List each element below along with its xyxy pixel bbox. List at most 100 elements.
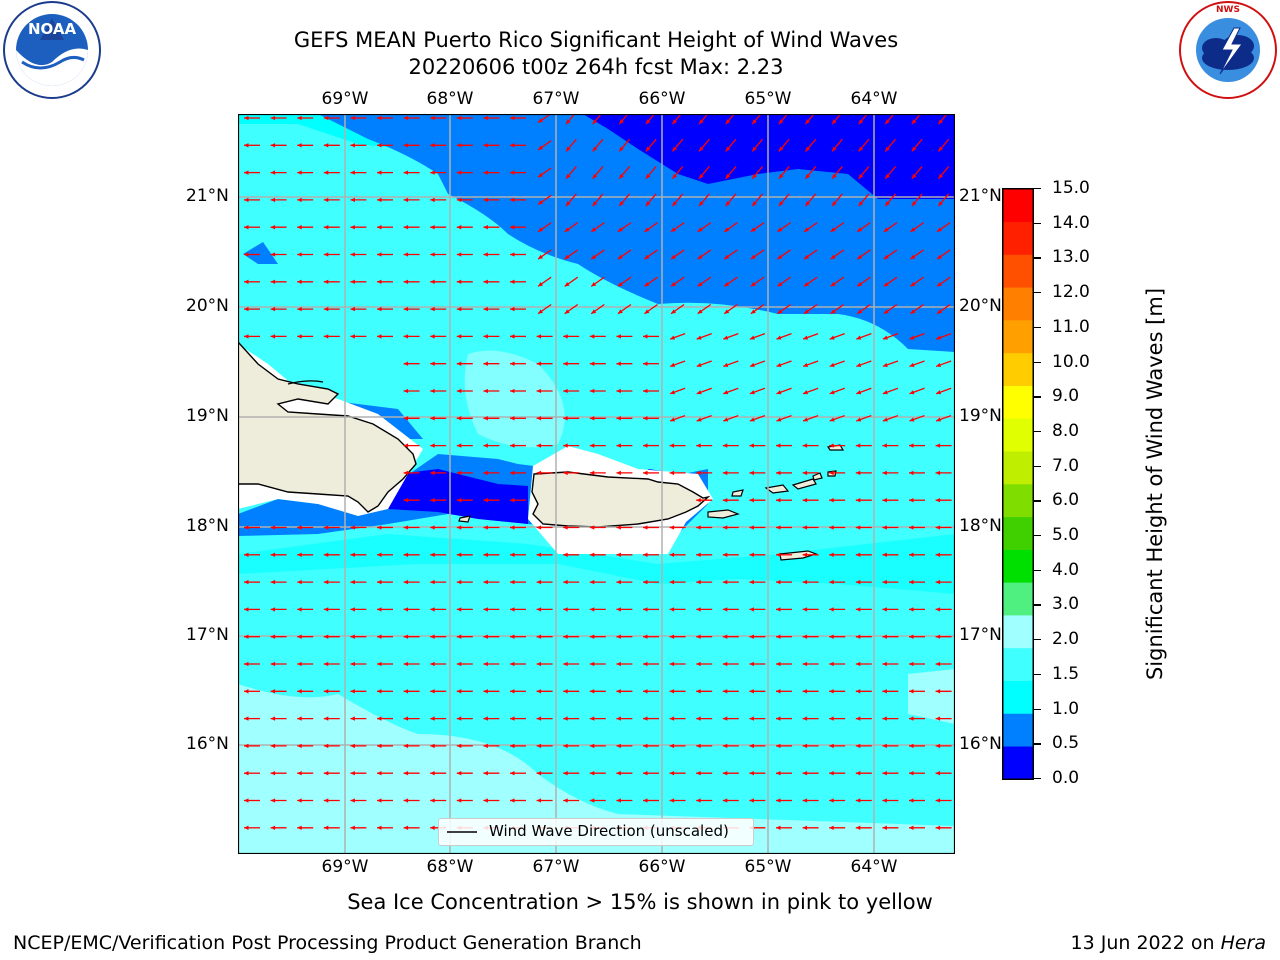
wind-wave-arrow xyxy=(696,360,712,368)
wind-wave-arrow xyxy=(749,689,766,694)
wind-wave-arrow xyxy=(855,443,872,448)
wind-wave-arrow xyxy=(910,249,924,260)
lon-label-top-69w: 69°W xyxy=(321,89,369,109)
wind-wave-arrow xyxy=(350,170,367,175)
wind-wave-arrow xyxy=(882,716,899,721)
wind-wave-arrow xyxy=(589,798,606,803)
wind-wave-arrow xyxy=(697,249,712,260)
wind-wave-arrow xyxy=(776,634,792,639)
hispaniola-land xyxy=(238,340,417,513)
wind-wave-arrow xyxy=(802,743,819,749)
wind-wave-arrow xyxy=(698,138,710,152)
wind-wave-arrow xyxy=(722,525,739,530)
wind-wave-arrow xyxy=(590,276,605,287)
wind-wave-arrow xyxy=(911,114,922,125)
colorbar-tick-mark xyxy=(1034,604,1041,606)
wind-wave-arrow xyxy=(855,743,872,749)
wind-wave-arrow xyxy=(563,443,580,448)
wind-wave-arrow xyxy=(510,143,526,148)
wind-wave-arrow xyxy=(856,222,871,233)
wind-wave-arrow xyxy=(911,138,923,152)
footer-branch: NCEP/EMC/Verification Post Processing Pr… xyxy=(13,932,642,954)
wind-wave-arrow xyxy=(669,661,686,667)
wind-wave-arrow xyxy=(829,607,846,612)
wind-wave-arrow xyxy=(909,607,925,612)
wind-wave-arrow xyxy=(777,222,791,233)
wind-wave-arrow xyxy=(270,197,287,203)
wind-wave-arrow xyxy=(510,361,526,366)
wind-wave-arrow xyxy=(456,115,473,121)
wind-wave-arrow xyxy=(297,689,314,694)
wind-wave-arrow xyxy=(430,689,447,694)
wind-wave-arrow xyxy=(244,225,260,230)
wind-wave-arrow xyxy=(936,249,951,260)
footer-date-text: 13 Jun 2022 on xyxy=(1070,932,1221,954)
wind-wave-arrow xyxy=(855,634,872,639)
wind-wave-arrow xyxy=(350,689,367,694)
footer-date: 13 Jun 2022 on Hera xyxy=(1071,932,1266,954)
colorbar-segment xyxy=(1003,647,1033,681)
wind-wave-arrow xyxy=(776,470,792,476)
wind-wave-arrow xyxy=(802,552,819,557)
wind-wave-arrow xyxy=(483,634,500,639)
wind-wave-arrow xyxy=(645,138,657,152)
wind-wave-arrow xyxy=(456,716,473,721)
wind-wave-arrow xyxy=(510,716,526,721)
wind-wave-arrow xyxy=(510,115,526,121)
wind-wave-arrow xyxy=(723,276,738,287)
wind-wave-arrow xyxy=(536,334,553,339)
wind-wave-arrow xyxy=(935,579,952,585)
wind-wave-arrow xyxy=(403,170,420,175)
wind-wave-arrow xyxy=(565,193,577,207)
wind-wave-arrow xyxy=(749,498,766,503)
colorbar-segment xyxy=(1003,713,1033,747)
colorbar-tick-mark xyxy=(1034,569,1041,572)
wind-wave-arrow xyxy=(831,114,842,125)
colorbar-segment xyxy=(1003,582,1033,616)
wind-wave-arrow xyxy=(778,193,790,207)
wind-wave-arrow xyxy=(698,193,710,207)
wind-wave-arrow xyxy=(749,634,766,639)
lat-label-left-17n: 17°N xyxy=(186,625,229,645)
wind-wave-arrow xyxy=(270,225,287,230)
wind-wave-arrow xyxy=(377,170,393,175)
wind-wave-arrow xyxy=(935,360,952,368)
wind-wave-arrow xyxy=(829,552,846,557)
wind-wave-arrow xyxy=(698,166,710,180)
wind-wave-arrow xyxy=(804,114,815,125)
wind-wave-arrow xyxy=(244,170,260,175)
wind-wave-arrow xyxy=(563,743,580,749)
map-legend: Wind Wave Direction (unscaled) xyxy=(438,818,754,846)
wind-wave-arrow xyxy=(270,689,287,694)
svg-text:NOAA: NOAA xyxy=(28,20,77,38)
wind-wave-arrow xyxy=(855,689,872,694)
lon-label-bottom-67w: 67°W xyxy=(532,857,580,877)
wind-wave-arrow xyxy=(297,334,314,339)
wind-wave-arrow xyxy=(589,716,606,721)
wind-wave-arrow xyxy=(563,334,580,339)
wind-wave-arrow xyxy=(616,634,633,639)
wind-wave-arrow xyxy=(722,579,739,585)
wave-band-1-1p5-south xyxy=(238,534,955,594)
wind-wave-arrow xyxy=(536,552,553,557)
wind-wave-arrow xyxy=(403,498,420,503)
wind-wave-arrow xyxy=(909,579,925,585)
wind-wave-arrow xyxy=(592,138,604,152)
wind-wave-arrow xyxy=(377,771,393,776)
wind-wave-arrow xyxy=(297,661,314,667)
wind-wave-arrow xyxy=(377,825,393,830)
wind-wave-arrow xyxy=(510,579,526,585)
wind-wave-arrow xyxy=(563,689,580,694)
wind-wave-arrow xyxy=(722,470,739,476)
colorbar-segment xyxy=(1003,385,1033,419)
wind-wave-arrow xyxy=(456,334,473,339)
wind-wave-arrow xyxy=(882,607,899,612)
wind-wave-arrow xyxy=(350,552,367,557)
wind-wave-arrow xyxy=(589,470,606,476)
wind-wave-arrow xyxy=(350,743,367,749)
wind-wave-arrow xyxy=(297,552,314,557)
wind-wave-arrow xyxy=(589,634,606,639)
wind-wave-arrow xyxy=(671,193,684,207)
wind-wave-arrow xyxy=(510,743,526,749)
wind-wave-arrow xyxy=(592,114,603,125)
